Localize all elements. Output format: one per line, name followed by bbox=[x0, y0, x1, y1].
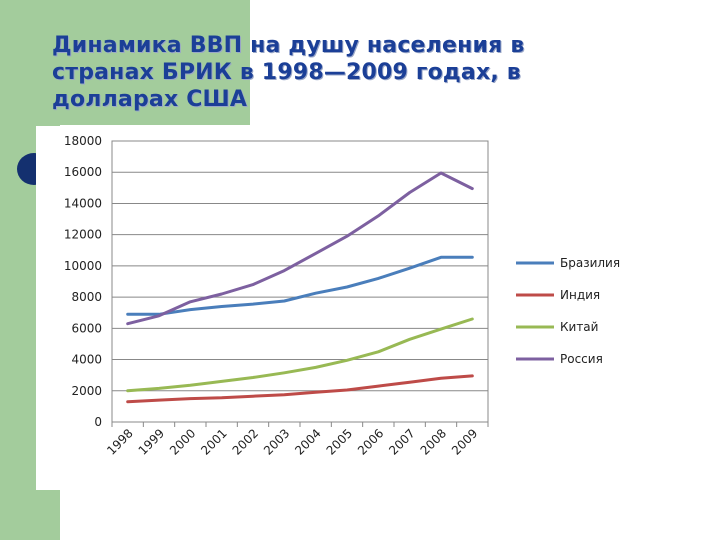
y-tick-label: 18000 bbox=[64, 134, 102, 148]
y-tick-label: 8000 bbox=[71, 290, 102, 304]
green-header-block bbox=[60, 0, 250, 125]
series-line-Россия bbox=[126, 171, 474, 326]
x-tick-label: 2009 bbox=[449, 426, 480, 457]
y-tick-label: 12000 bbox=[64, 228, 102, 242]
series-line-Китай bbox=[126, 317, 474, 393]
x-tick-label: 2003 bbox=[261, 426, 292, 457]
slide-title: Динамика ВВП на душу населения в странах… bbox=[52, 33, 525, 112]
y-tick-label: 0 bbox=[94, 415, 102, 429]
x-tick-label: 2004 bbox=[292, 426, 323, 457]
y-tick-label: 4000 bbox=[71, 353, 102, 367]
x-tick-label: 2001 bbox=[198, 426, 229, 457]
chart-panel: 0 2000 4000 6000 8000 10000 12000 14000 16000 180… bbox=[36, 126, 650, 490]
x-tick-label: 2002 bbox=[230, 426, 261, 457]
y-tick-label: 10000 bbox=[64, 259, 102, 273]
x-tick-label: 2006 bbox=[355, 426, 386, 457]
series-line-Индия bbox=[126, 374, 474, 404]
legend-label: Россия bbox=[560, 352, 603, 366]
legend-label: Индия bbox=[560, 288, 600, 302]
line-chart: 0 2000 4000 6000 8000 10000 12000 14000 16000 180… bbox=[64, 134, 620, 458]
x-tick-label: 1999 bbox=[136, 426, 167, 457]
y-tick-label: 14000 bbox=[64, 196, 102, 210]
x-tick-label: 2008 bbox=[418, 426, 449, 457]
y-tick-label: 16000 bbox=[64, 165, 102, 179]
x-tick-label: 2000 bbox=[167, 426, 198, 457]
legend-label: Бразилия bbox=[560, 256, 620, 270]
x-tick-label: 1998 bbox=[104, 426, 135, 457]
legend-label: Китай bbox=[560, 320, 598, 334]
y-tick-label: 2000 bbox=[71, 384, 102, 398]
x-tick-label: 2005 bbox=[324, 426, 355, 457]
series-line-Бразилия bbox=[126, 255, 474, 316]
x-tick-label: 2007 bbox=[386, 426, 417, 457]
y-tick-label: 6000 bbox=[71, 321, 102, 335]
